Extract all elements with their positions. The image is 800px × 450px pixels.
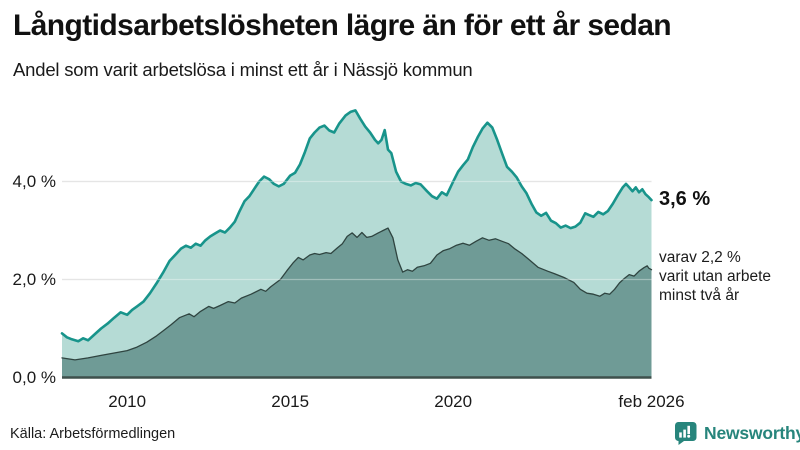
area-series-1year-line: [60, 109, 653, 343]
x-axis-label: 2010: [108, 392, 147, 411]
page-title: Långtidsarbetslösheten lägre än för ett …: [13, 9, 672, 42]
newsworthy-logo-text: Newsworthy: [704, 422, 800, 443]
y-axis-label: 0,0 %: [12, 367, 56, 387]
newsworthy-logo[interactable]: Newsworthy: [674, 421, 800, 445]
x-axis-label: 2020: [434, 392, 473, 411]
area-series-2year: [62, 228, 652, 378]
x-axis-label: 2015: [271, 392, 310, 411]
page-subtitle: Andel som varit arbetslösa i minst ett å…: [13, 59, 473, 80]
y-axis-label: 2,0 %: [12, 269, 56, 289]
two-year-annotation: varav 2,2 % varit utan arbete minst två …: [659, 249, 772, 304]
x-axis-label: feb 2026: [618, 392, 685, 411]
newsworthy-logo-icon: [674, 422, 697, 445]
area-series-2year-line: [61, 227, 653, 361]
y-axis-label: 4,0 %: [12, 171, 56, 191]
latest-value-label: 3,6 %: [659, 188, 711, 210]
source-note: Källa: Arbetsförmedlingen: [10, 426, 176, 442]
